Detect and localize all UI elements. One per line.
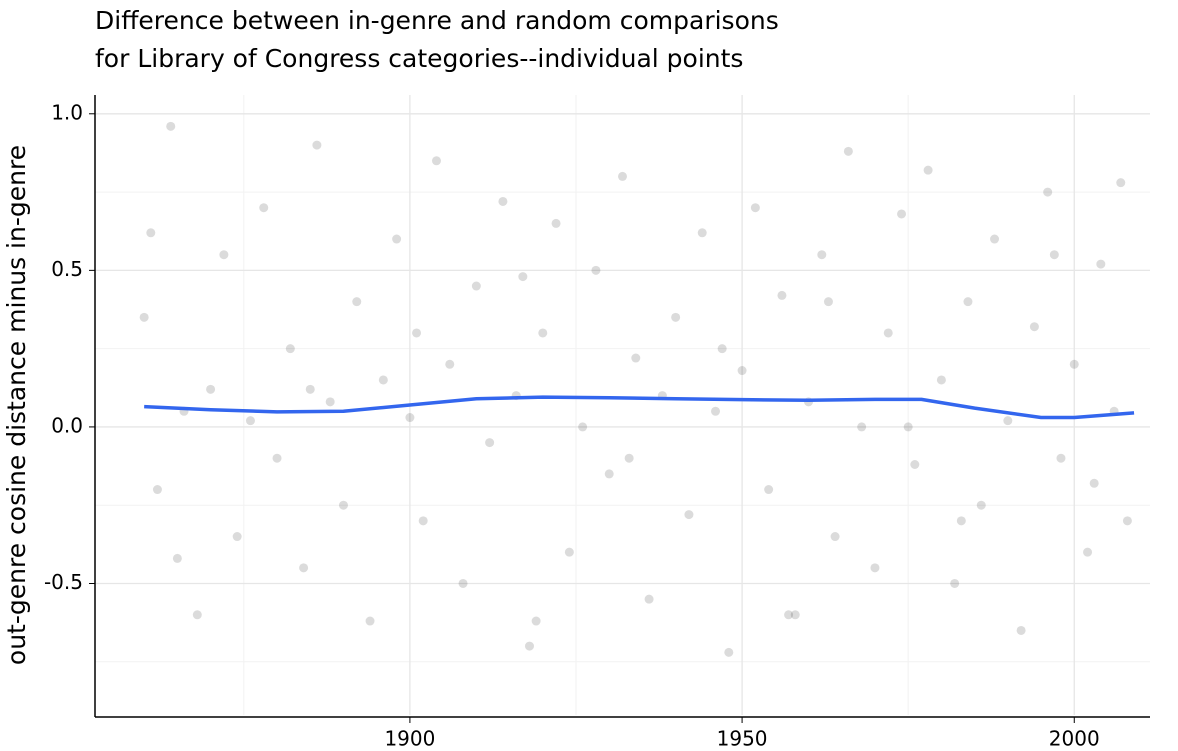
point — [631, 353, 641, 363]
point — [1089, 478, 1099, 488]
point — [1049, 250, 1059, 260]
point — [618, 171, 627, 181]
y-axis-label: out-genre cosine distance minus in-genre — [2, 145, 31, 665]
point — [206, 384, 216, 394]
point — [524, 641, 534, 651]
point — [790, 610, 800, 620]
point — [591, 265, 601, 275]
point — [976, 500, 986, 510]
point — [1083, 547, 1093, 557]
point — [963, 297, 973, 307]
point — [936, 375, 946, 385]
point — [910, 459, 920, 469]
point — [817, 250, 827, 260]
point — [485, 438, 495, 448]
point — [325, 397, 335, 407]
point — [538, 328, 548, 338]
point — [458, 578, 468, 588]
point — [717, 344, 727, 354]
point — [644, 594, 654, 604]
point — [365, 616, 375, 626]
point — [378, 375, 388, 385]
point — [299, 563, 309, 573]
point — [172, 553, 182, 563]
point — [551, 218, 561, 228]
y-tick-label: -0.5 — [44, 570, 83, 594]
point — [405, 413, 415, 423]
x-tick-label: 1900 — [384, 727, 435, 751]
point — [1043, 187, 1053, 197]
point — [750, 203, 760, 213]
point — [950, 578, 960, 588]
point — [471, 281, 481, 291]
point — [857, 422, 867, 432]
point — [1069, 359, 1079, 369]
point — [604, 469, 614, 479]
point — [152, 485, 162, 495]
point — [764, 485, 774, 495]
point — [1116, 178, 1126, 188]
point — [338, 500, 348, 510]
y-tick-label: 0.0 — [51, 413, 83, 437]
point — [146, 228, 156, 238]
point — [903, 422, 913, 432]
point — [1003, 416, 1013, 426]
y-tick-label: 1.0 — [51, 100, 83, 124]
point — [531, 616, 541, 626]
point — [352, 297, 362, 307]
point — [956, 516, 966, 526]
point — [431, 156, 441, 166]
point — [870, 563, 880, 573]
point — [1016, 625, 1026, 635]
point — [232, 532, 242, 542]
point — [192, 610, 202, 620]
point — [883, 328, 893, 338]
point — [897, 209, 907, 219]
x-tick-label: 1950 — [717, 727, 768, 751]
point — [1056, 453, 1066, 463]
point — [737, 366, 747, 376]
point — [139, 312, 149, 322]
point — [684, 510, 694, 520]
point — [392, 234, 402, 244]
point — [711, 406, 721, 416]
point — [166, 121, 176, 131]
point — [219, 250, 229, 260]
point — [285, 344, 295, 354]
point — [245, 416, 255, 426]
point — [697, 228, 707, 238]
y-tick-label: 0.5 — [51, 257, 83, 281]
point — [843, 146, 853, 156]
point — [578, 422, 588, 432]
x-tick-label: 2000 — [1049, 727, 1100, 751]
chart-title: for Library of Congress categories--indi… — [95, 44, 743, 73]
point — [777, 290, 787, 300]
point — [923, 165, 933, 175]
point — [445, 359, 455, 369]
point — [259, 203, 269, 213]
point — [830, 532, 840, 542]
point — [412, 328, 422, 338]
point — [272, 453, 282, 463]
point — [624, 453, 634, 463]
point — [1096, 259, 1106, 269]
chart-title: Difference between in-genre and random c… — [95, 6, 779, 35]
point — [724, 647, 734, 657]
point — [418, 516, 428, 526]
point — [1029, 322, 1039, 332]
point — [784, 610, 794, 620]
point — [518, 272, 528, 282]
point — [312, 140, 322, 150]
point — [671, 312, 681, 322]
smooth-line — [144, 395, 1135, 420]
point — [990, 234, 1000, 244]
point — [823, 297, 833, 307]
point — [1122, 516, 1132, 526]
point — [305, 384, 315, 394]
point — [564, 547, 574, 557]
point — [498, 196, 508, 206]
